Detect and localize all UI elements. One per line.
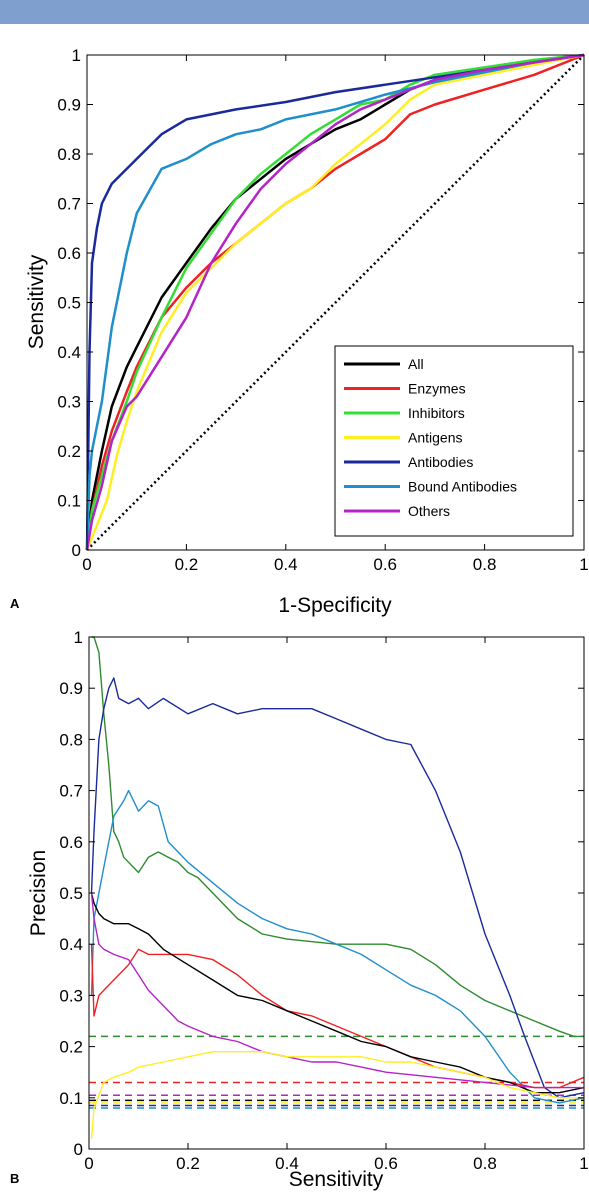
legend-label-bound-antibodies: Bound Antibodies [408, 479, 517, 495]
precision-ytick-label: 0.9 [59, 679, 83, 698]
roc-diagonal-line [86, 54, 585, 551]
precision-ytick-label: 0.4 [59, 935, 83, 954]
precision-ylabel: Precision [27, 850, 50, 936]
precision-ytick-label: 0.5 [59, 884, 83, 903]
roc-ytick-label: 0.2 [57, 442, 81, 461]
precision-series-antibodies [90, 677, 585, 1099]
legend-label-antibodies: Antibodies [408, 454, 473, 470]
precision-xtick-label: 1 [579, 1154, 588, 1173]
panel-letter-a: A [10, 596, 20, 611]
header-bar [0, 0, 589, 24]
precision-xtick-label: 0.6 [374, 1154, 398, 1173]
panel-letter-b: B [10, 1171, 19, 1186]
roc-xtick-label: 0.8 [473, 555, 497, 574]
roc-series-antigens [85, 53, 585, 551]
roc-ytick-label: 0 [72, 541, 81, 560]
precision-ytick-label: 0.2 [59, 1038, 83, 1057]
roc-ytick-label: 0.6 [57, 244, 81, 263]
precision-ytick-label: 0 [74, 1140, 83, 1159]
roc-ytick-label: 0.3 [57, 393, 81, 412]
roc-ylabel: Sensitivity [25, 254, 48, 349]
roc-xtick-label: 0.2 [175, 555, 199, 574]
roc-series-others [85, 53, 585, 551]
legend-label-antigens: Antigens [408, 430, 462, 446]
precision-chart: 0 0.2 0.4 0.6 0.8 1 0 0.1 0.2 0.3 0.4 0.5 0.6 0.7 0.8 0… [10, 628, 589, 1191]
roc-ticks: 0 0.2 0.4 0.6 0.8 1 0 0.1 0.2 0.3 0.4 0.5 0.6 0.7 0.8 0… [57, 46, 588, 574]
roc-series-antibodies [85, 53, 585, 551]
precision-ytick-label: 0.6 [59, 833, 83, 852]
roc-series-group [85, 53, 585, 551]
roc-xtick-label: 0.6 [373, 555, 397, 574]
roc-legend: All Enzymes Inhibitors Antigens Antibodies Bo… [334, 345, 574, 537]
precision-ytick-label: 0.3 [59, 986, 83, 1005]
precision-xtick-label: 0.2 [176, 1154, 200, 1173]
precision-ytick-label: 0.7 [59, 782, 83, 801]
roc-ytick-label: 0.1 [57, 492, 81, 511]
precision-series-enzymes [90, 944, 585, 1089]
legend-label-all: All [408, 356, 424, 372]
legend-label-others: Others [408, 503, 450, 519]
precision-series-bound-antibodies [90, 789, 585, 1104]
roc-xtick-label: 1 [579, 555, 588, 574]
precision-ytick-label: 0.1 [59, 1089, 83, 1108]
legend-label-inhibitors: Inhibitors [408, 405, 465, 421]
precision-series-inhibitors [91, 636, 584, 1038]
precision-xtick-label: 0 [84, 1154, 93, 1173]
roc-ytick-label: 0.5 [57, 294, 81, 313]
legend-label-enzymes: Enzymes [408, 381, 466, 397]
roc-xtick-label: 0.4 [274, 555, 298, 574]
precision-xtick-label: 0.4 [275, 1154, 299, 1173]
precision-xtick-label: 0.8 [473, 1154, 497, 1173]
roc-xlabel: 1-Specificity [278, 594, 392, 617]
precision-series-all [90, 892, 585, 1094]
precision-series-group [89, 636, 585, 1139]
roc-ytick-label: 0.7 [57, 195, 81, 214]
roc-xtick-label: 0 [82, 555, 91, 574]
precision-xlabel: Sensitivity [289, 1168, 384, 1191]
precision-ytick-label: 0.8 [59, 730, 83, 749]
precision-ticks: 0 0.2 0.4 0.6 0.8 1 0 0.1 0.2 0.3 0.4 0.5 0.6 0.7 0.8 0… [59, 628, 588, 1173]
roc-ytick-label: 1 [72, 46, 81, 65]
precision-series-others [90, 892, 584, 1089]
roc-ytick-label: 0.8 [57, 145, 81, 164]
roc-ytick-label: 0.4 [57, 343, 81, 362]
legend-box [334, 345, 574, 537]
roc-chart: 0 0.2 0.4 0.6 0.8 1 0 0.1 0.2 0.3 0.4 0.5 0.6 0.7 0.8 0… [10, 46, 589, 617]
roc-ytick-label: 0.9 [57, 96, 81, 115]
precision-series-antigens [90, 1050, 584, 1139]
precision-ytick-label: 1 [74, 628, 83, 647]
